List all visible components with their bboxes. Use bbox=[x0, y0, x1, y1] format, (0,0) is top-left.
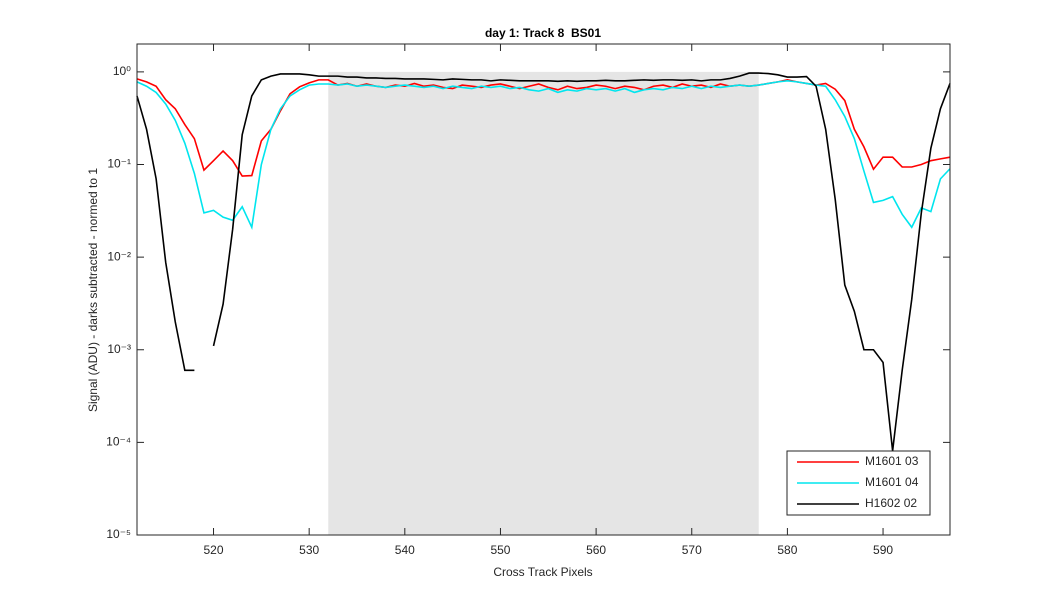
x-tick-label: 590 bbox=[873, 543, 893, 557]
x-tick-label: 540 bbox=[395, 543, 415, 557]
x-tick-label: 520 bbox=[204, 543, 224, 557]
x-tick-label: 530 bbox=[299, 543, 319, 557]
chart-title: day 1: Track 8 BS01 bbox=[485, 26, 601, 40]
x-axis-label: Cross Track Pixels bbox=[493, 565, 592, 579]
axes-box bbox=[136, 43, 951, 536]
shaded-region bbox=[328, 71, 759, 536]
x-tick-label: 550 bbox=[490, 543, 510, 557]
x-tick-label: 560 bbox=[586, 543, 606, 557]
legend-label: H1602 02 bbox=[865, 496, 917, 510]
y-tick-label: 10⁻² bbox=[107, 249, 131, 263]
y-tick-label: 10⁻¹ bbox=[107, 157, 131, 171]
legend: M1601 03 M1601 04 H1602 02 bbox=[786, 450, 931, 516]
y-tick-label: 10⁻³ bbox=[107, 342, 131, 356]
y-tick-label: 10⁻⁵ bbox=[106, 527, 131, 541]
y-tick-label: 10⁰ bbox=[113, 64, 131, 78]
legend-label: M1601 03 bbox=[865, 454, 919, 468]
x-tick-label: 570 bbox=[682, 543, 702, 557]
x-tick-label: 580 bbox=[777, 543, 797, 557]
series-line bbox=[136, 72, 951, 451]
legend-label: M1601 04 bbox=[865, 475, 919, 489]
y-tick-label: 10⁻⁴ bbox=[106, 435, 131, 449]
y-axis-label: Signal (ADU) - darks subtracted - normed… bbox=[86, 168, 100, 412]
